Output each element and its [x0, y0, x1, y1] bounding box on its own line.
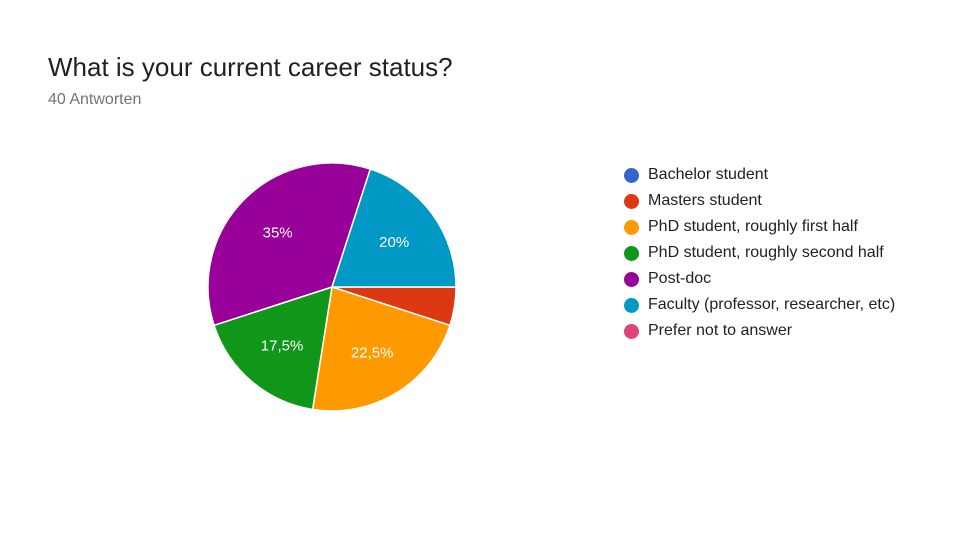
pie-slice-faculty-professor-researcher-etc[interactable]	[330, 168, 457, 288]
legend-label: Prefer not to answer	[648, 322, 793, 339]
pie-slice-phd-student-roughly-second-half[interactable]	[213, 285, 333, 411]
legend-item-prefer-not-to-answer[interactable]: Prefer not to answer	[624, 318, 895, 344]
legend-swatch	[624, 219, 639, 235]
legend-label: Masters student	[648, 192, 762, 209]
legend-item-masters-student[interactable]: Masters student	[624, 188, 895, 214]
slice-percent-label: 17,5%	[261, 337, 304, 354]
legend-swatch	[624, 323, 639, 339]
legend-item-post-doc[interactable]: Post-doc	[624, 266, 895, 292]
slice-percent-label: 35%	[263, 225, 293, 242]
legend-label: Bachelor student	[648, 166, 769, 183]
legend-label: Faculty (professor, researcher, etc)	[648, 296, 896, 313]
legend-item-phd-student-roughly-second-half[interactable]: PhD student, roughly second half	[624, 240, 895, 266]
legend-swatch	[624, 297, 639, 313]
legend-swatch	[624, 245, 639, 261]
legend-item-bachelor-student[interactable]: Bachelor student	[624, 162, 895, 188]
slice-percent-label: 20%	[379, 234, 409, 251]
legend-swatch	[624, 271, 639, 287]
legend-swatch	[624, 193, 639, 209]
chart-title: What is your current career status?	[48, 52, 453, 82]
legend-label: PhD student, roughly second half	[648, 244, 884, 261]
legend-swatch	[624, 167, 639, 183]
legend-item-faculty-professor-researcher-etc[interactable]: Faculty (professor, researcher, etc)	[624, 292, 895, 318]
response-count: 40 Antworten	[48, 91, 142, 108]
legend-label: PhD student, roughly first half	[648, 218, 858, 235]
legend-label: Post-doc	[648, 270, 712, 287]
legend-item-phd-student-roughly-first-half[interactable]: PhD student, roughly first half	[624, 214, 895, 240]
legend: Bachelor student Masters student PhD stude…	[624, 162, 895, 344]
pie-slice-post-doc[interactable]	[207, 162, 372, 327]
pie-slice-phd-student-roughly-first-half[interactable]	[311, 286, 451, 412]
slice-percent-label: 22,5%	[351, 345, 394, 362]
